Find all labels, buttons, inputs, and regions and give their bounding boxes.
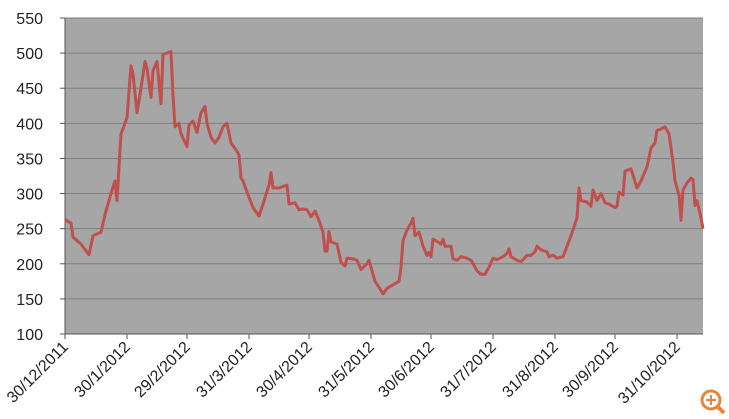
x-tick-label: 31/5/2012 <box>315 339 377 401</box>
x-tick-label: 30/4/2012 <box>253 339 315 401</box>
x-tick-label: 30/9/2012 <box>559 339 621 401</box>
y-tick-label: 250 <box>16 222 43 239</box>
y-tick-label: 500 <box>16 46 43 63</box>
x-tick-label: 29/2/2012 <box>131 339 193 401</box>
x-tick-label: 31/10/2012 <box>615 339 684 408</box>
x-tick-label: 31/3/2012 <box>193 339 255 401</box>
line <box>64 50 705 296</box>
x-tick-label: 30/12/2011 <box>4 339 72 407</box>
y-tick-label: 100 <box>16 327 43 344</box>
y-tick-label: 350 <box>16 151 43 168</box>
x-tick-label: 30/6/2012 <box>375 339 437 401</box>
x-tick-label: 31/8/2012 <box>499 339 561 401</box>
y-tick-label: 550 <box>16 11 43 28</box>
y-tick-label: 400 <box>16 116 43 133</box>
y-tick-label: 450 <box>16 81 43 98</box>
y-tick-label: 200 <box>16 257 43 274</box>
x-tick-label: 31/7/2012 <box>437 339 499 401</box>
x-tick-label: 30/1/2012 <box>71 339 133 401</box>
zoom-icon[interactable] <box>700 389 726 415</box>
y-tick-label: 150 <box>16 292 43 309</box>
plot-area <box>65 18 703 334</box>
y-tick-label: 300 <box>16 187 43 204</box>
